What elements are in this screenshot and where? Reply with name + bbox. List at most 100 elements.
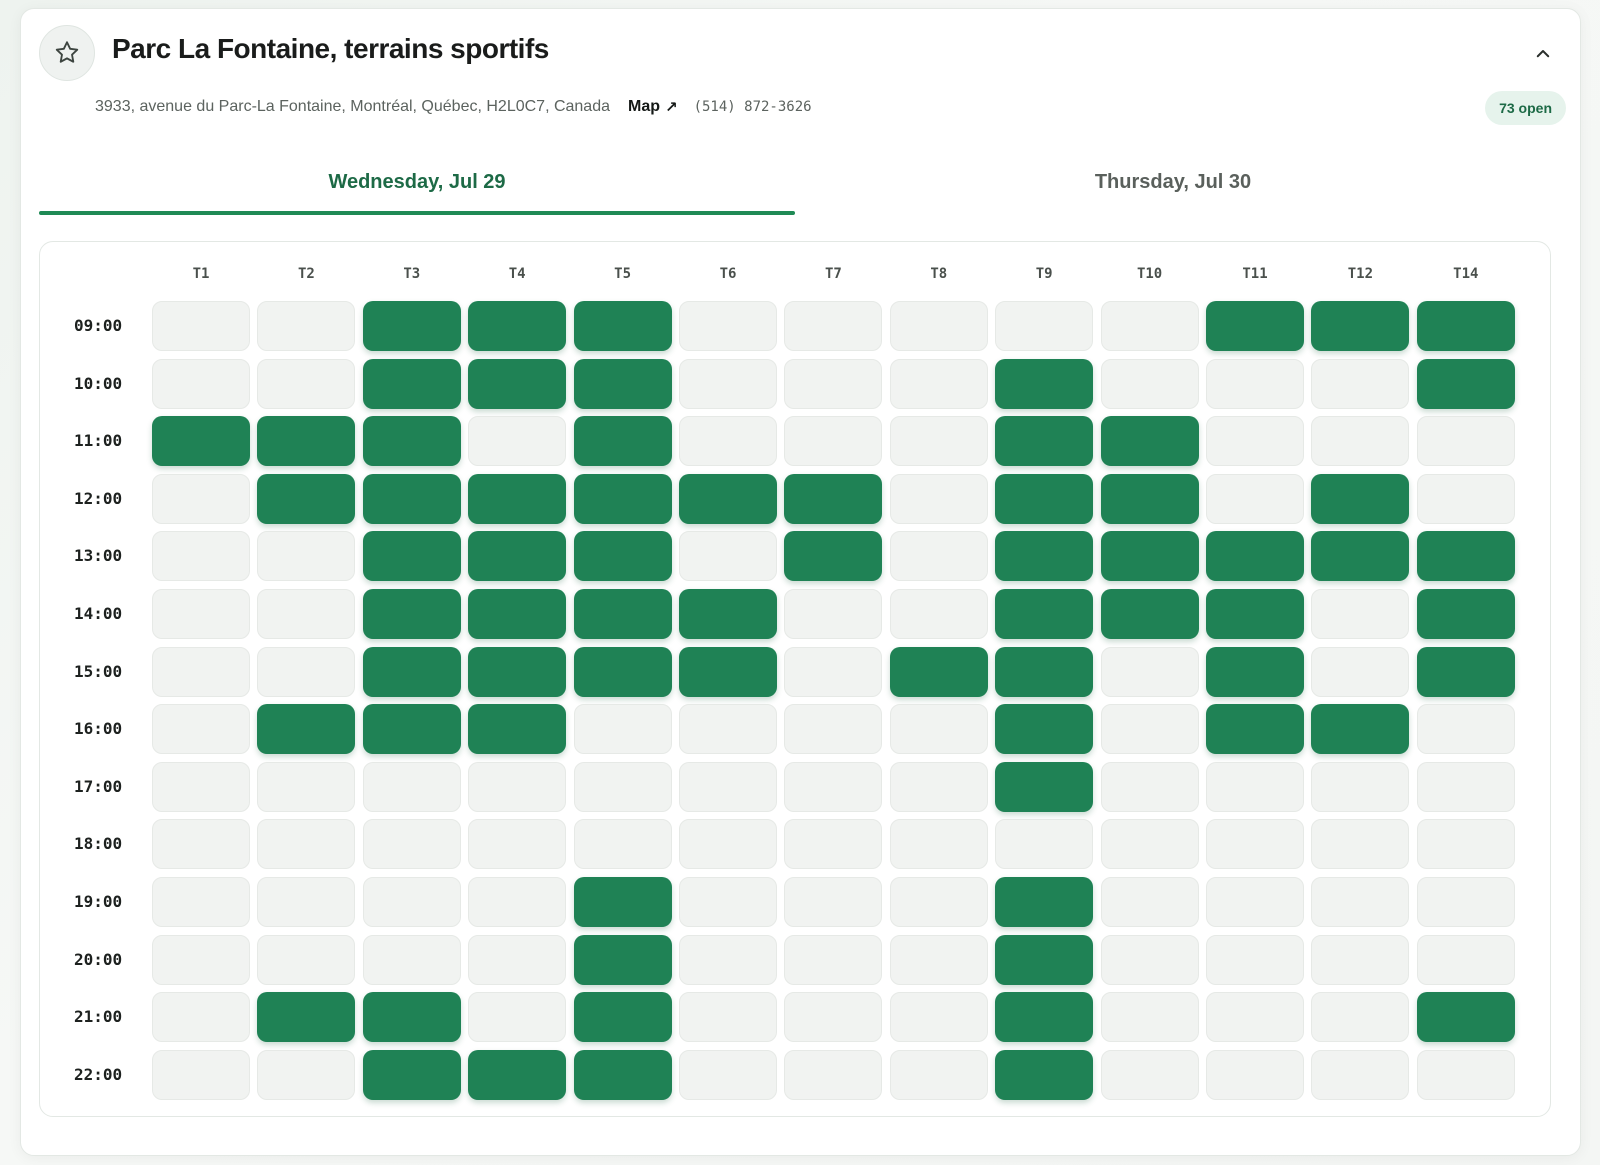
slot-open[interactable] [1206, 646, 1304, 697]
slot-open[interactable] [468, 473, 567, 524]
slot-open[interactable] [573, 646, 672, 697]
slot-open[interactable] [1311, 301, 1410, 351]
slot-open[interactable] [889, 646, 988, 697]
slot-open[interactable] [152, 416, 250, 467]
slot-unavailable [152, 761, 250, 812]
slot-open[interactable] [1416, 589, 1515, 639]
slot-open[interactable] [362, 992, 461, 1043]
slot-unavailable [1416, 877, 1515, 927]
slot-open[interactable] [573, 1049, 672, 1100]
slot-open[interactable] [995, 473, 1094, 524]
slot-unavailable [784, 704, 883, 755]
slot-open[interactable] [679, 589, 777, 639]
slot-open[interactable] [362, 416, 461, 467]
collapse-button[interactable] [1528, 39, 1558, 69]
slot-open[interactable] [1416, 358, 1515, 409]
slot-open[interactable] [362, 531, 461, 582]
slot-open[interactable] [468, 301, 567, 351]
slot-open[interactable] [573, 589, 672, 639]
slot-open[interactable] [362, 704, 461, 755]
slot-open[interactable] [1416, 531, 1515, 582]
slot-open[interactable] [1416, 301, 1515, 351]
slot-open[interactable] [573, 877, 672, 927]
slot-open[interactable] [362, 1049, 461, 1100]
slot-unavailable [257, 531, 356, 582]
slot-open[interactable] [1206, 589, 1304, 639]
slot-unavailable [1311, 934, 1410, 985]
slot-open[interactable] [1206, 531, 1304, 582]
facility-card: Parc La Fontaine, terrains sportifs 3933… [20, 8, 1581, 1156]
slot-open[interactable] [995, 877, 1094, 927]
slot-open[interactable] [1416, 992, 1515, 1043]
slot-open[interactable] [1206, 301, 1304, 351]
slot-open[interactable] [784, 531, 883, 582]
slot-open[interactable] [1311, 531, 1410, 582]
slot-open[interactable] [468, 704, 567, 755]
slot-open[interactable] [1416, 646, 1515, 697]
favorite-button[interactable] [39, 25, 95, 81]
slot-unavailable [152, 819, 250, 870]
slot-open[interactable] [995, 531, 1094, 582]
slot-open[interactable] [1100, 473, 1199, 524]
slot-open[interactable] [362, 473, 461, 524]
slot-unavailable [1206, 473, 1304, 524]
slot-open[interactable] [257, 473, 356, 524]
slot-unavailable [1416, 704, 1515, 755]
slot-unavailable [1100, 934, 1199, 985]
slot-open[interactable] [573, 301, 672, 351]
slot-open[interactable] [257, 416, 356, 467]
slot-open[interactable] [679, 473, 777, 524]
slot-open[interactable] [573, 473, 672, 524]
slot-open[interactable] [573, 992, 672, 1043]
slot-open[interactable] [468, 531, 567, 582]
slot-open[interactable] [362, 301, 461, 351]
slot-open[interactable] [995, 934, 1094, 985]
slot-open[interactable] [995, 589, 1094, 639]
slot-open[interactable] [362, 589, 461, 639]
tab-label: Wednesday, Jul 29 [328, 171, 506, 193]
tab-wednesday[interactable]: Wednesday, Jul 29 [39, 159, 795, 215]
slot-open[interactable] [1100, 531, 1199, 582]
slot-open[interactable] [573, 934, 672, 985]
slot-open[interactable] [468, 1049, 567, 1100]
slot-open[interactable] [362, 646, 461, 697]
slot-open[interactable] [362, 358, 461, 409]
slot-open[interactable] [257, 992, 356, 1043]
slot-open[interactable] [1206, 704, 1304, 755]
slot-unavailable [152, 358, 250, 409]
slot-open[interactable] [468, 358, 567, 409]
slot-unavailable [679, 819, 777, 870]
slot-open[interactable] [468, 646, 567, 697]
slot-open[interactable] [995, 646, 1094, 697]
slot-open[interactable] [257, 704, 356, 755]
slot-open[interactable] [679, 646, 777, 697]
slot-open[interactable] [573, 531, 672, 582]
active-tab-indicator [39, 211, 795, 215]
slot-unavailable [1311, 1049, 1410, 1100]
tab-thursday[interactable]: Thursday, Jul 30 [795, 159, 1551, 215]
slot-unavailable [784, 301, 883, 351]
slot-open[interactable] [1100, 589, 1199, 639]
map-link[interactable]: Map ↗ [628, 98, 678, 116]
slot-open[interactable] [784, 473, 883, 524]
slot-open[interactable] [995, 704, 1094, 755]
time-label: 17:00 [74, 776, 123, 796]
slot-open[interactable] [1311, 704, 1410, 755]
slot-open[interactable] [573, 358, 672, 409]
slot-unavailable [152, 646, 250, 697]
slot-open[interactable] [995, 761, 1094, 812]
slot-open[interactable] [995, 358, 1094, 409]
time-label: 11:00 [74, 431, 123, 451]
slot-open[interactable] [1100, 416, 1199, 467]
time-label: 12:00 [74, 488, 123, 508]
slot-open[interactable] [995, 1049, 1094, 1100]
slot-open[interactable] [1311, 473, 1410, 524]
slot-unavailable [889, 819, 988, 870]
slot-open[interactable] [573, 416, 672, 467]
slot-unavailable [889, 473, 988, 524]
slot-open[interactable] [995, 416, 1094, 467]
tab-label: Thursday, Jul 30 [1094, 171, 1252, 193]
slot-open[interactable] [468, 589, 567, 639]
slot-unavailable [889, 531, 988, 582]
slot-open[interactable] [995, 992, 1094, 1043]
